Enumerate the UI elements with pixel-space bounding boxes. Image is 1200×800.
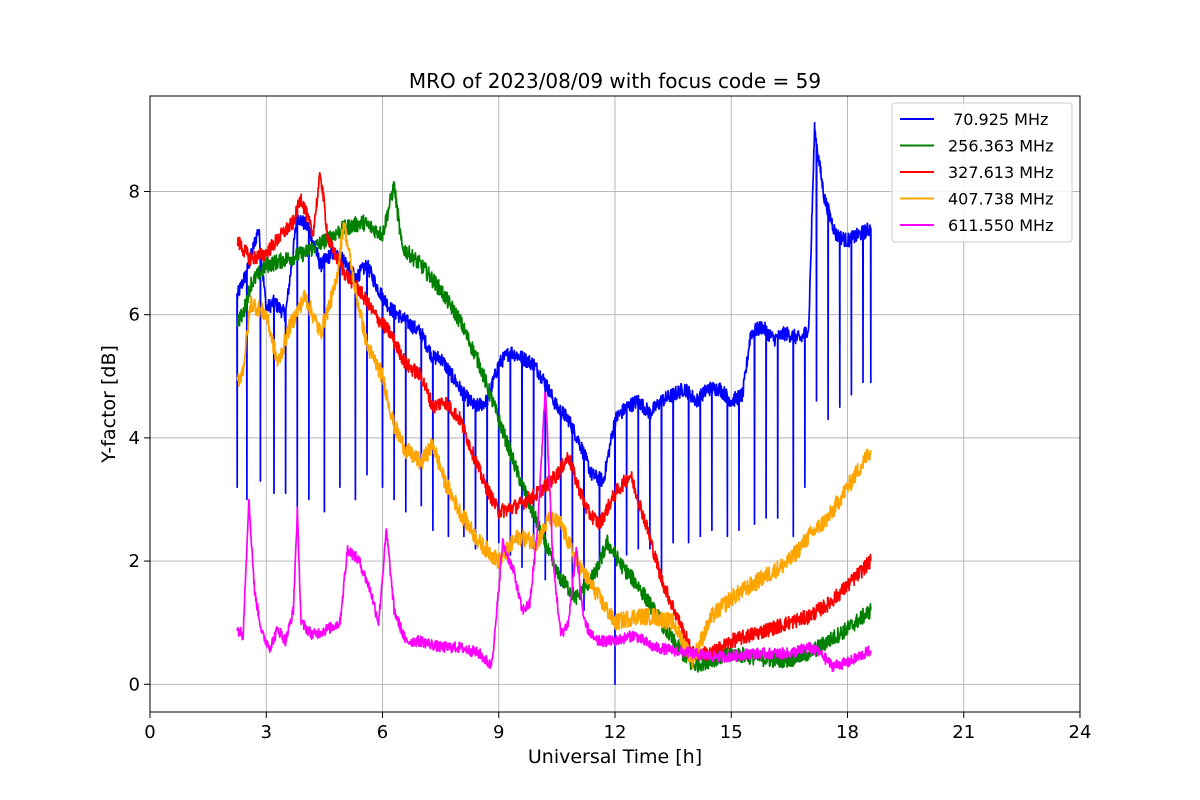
- series-line: [236, 121, 872, 686]
- x-tick-label: 15: [720, 722, 743, 743]
- y-tick-label: 8: [129, 181, 140, 202]
- y-tick-label: 0: [129, 674, 140, 695]
- series-line: [236, 391, 872, 673]
- y-tick-label: 4: [129, 428, 140, 449]
- x-tick-label: 0: [144, 722, 155, 743]
- chart-title: MRO of 2023/08/09 with focus code = 59: [409, 69, 821, 93]
- legend: 70.925 MHz 256.363 MHz 327.613 MHz 407.738 …: [891, 102, 1073, 243]
- legend-box: [891, 102, 1073, 243]
- legend-label: 256.363 MHz: [948, 137, 1053, 156]
- y-tick-label: 6: [129, 305, 140, 326]
- y-axis-label: Y-factor [dB]: [98, 345, 120, 464]
- legend-label: 327.613 MHz: [948, 163, 1053, 182]
- x-tick-label: 9: [493, 722, 504, 743]
- x-tick-label: 21: [952, 722, 975, 743]
- series-line: [236, 171, 872, 662]
- x-tick-label: 12: [604, 722, 627, 743]
- x-tick-label: 6: [377, 722, 388, 743]
- x-tick-label: 18: [836, 722, 859, 743]
- legend-label: 407.738 MHz: [948, 190, 1053, 209]
- series-layer: [236, 121, 872, 686]
- y-tick-label: 2: [129, 551, 140, 572]
- x-axis-label: Universal Time [h]: [528, 746, 702, 768]
- x-tick-label: 24: [1069, 722, 1092, 743]
- x-tick-label: 3: [261, 722, 272, 743]
- legend-label: 611.550 MHz: [948, 216, 1053, 235]
- legend-label: 70.925 MHz: [948, 110, 1048, 129]
- series-line: [236, 221, 872, 669]
